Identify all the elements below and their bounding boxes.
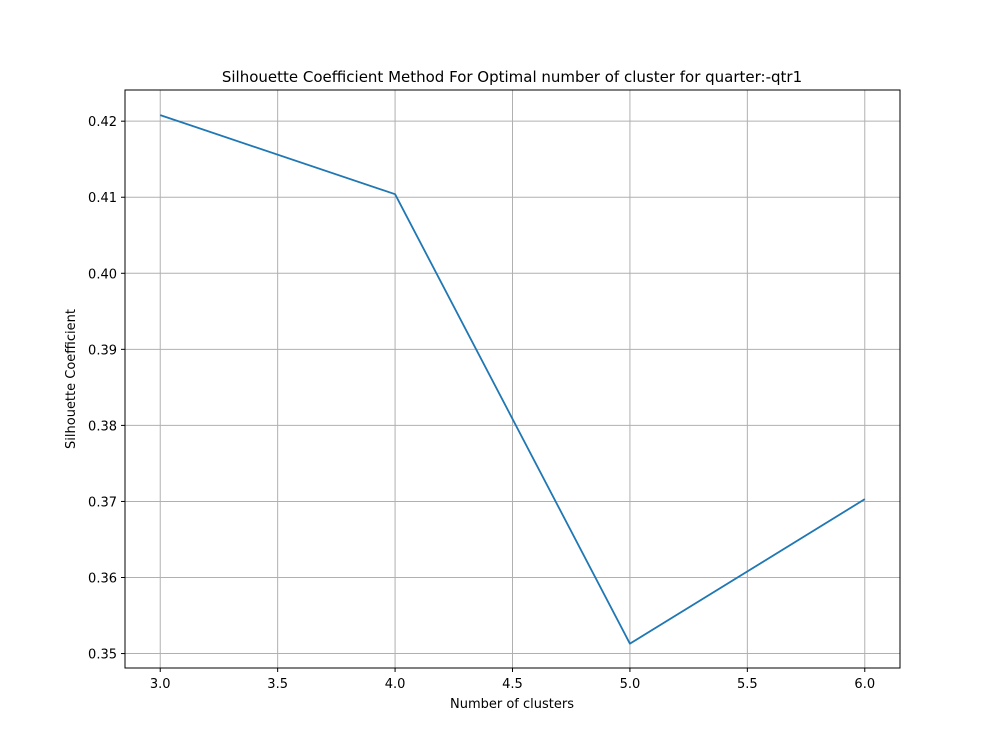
tick-layer: 3.0 3.5 4.0 4.5 5.0 5.5 6.0 0.35 0.36 0.37 0.38 0.3…	[88, 115, 875, 692]
x-tick-label: 4.0	[385, 677, 406, 692]
y-tick-label: 0.39	[88, 343, 117, 358]
y-tick-label: 0.35	[88, 648, 117, 663]
x-tick-label: 6.0	[854, 677, 875, 692]
chart-title: Silhouette Coefficient Method For Optima…	[222, 68, 802, 86]
grid-layer	[125, 90, 900, 668]
y-tick-label: 0.38	[88, 419, 117, 434]
x-axis-label: Number of clusters	[450, 697, 574, 712]
x-tick-label: 4.5	[502, 677, 523, 692]
series-line-0	[159, 114, 866, 645]
x-tick-label: 3.0	[150, 677, 171, 692]
y-axis-label: Silhouette Coefficient	[64, 309, 79, 449]
y-tick-label: 0.41	[88, 191, 117, 206]
x-tick-label: 5.5	[737, 677, 758, 692]
y-tick-label: 0.37	[88, 495, 117, 510]
x-tick-label: 3.5	[267, 677, 288, 692]
series-layer	[159, 114, 866, 645]
y-tick-label: 0.42	[88, 115, 117, 130]
y-tick-label: 0.36	[88, 571, 117, 586]
y-tick-label: 0.40	[88, 267, 117, 282]
x-tick-label: 5.0	[620, 677, 641, 692]
